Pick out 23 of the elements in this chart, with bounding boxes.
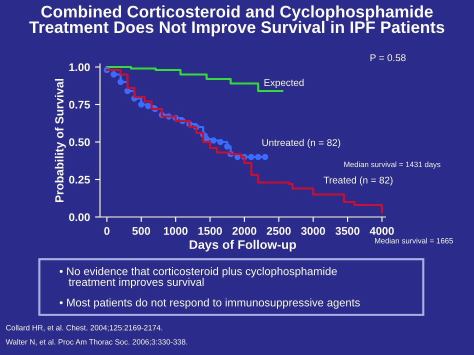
y-tick-label: 1.00 xyxy=(69,63,90,72)
series-label: Expected xyxy=(264,78,304,88)
y-tick-label: 0.25 xyxy=(69,176,90,184)
x-tick-label: 2500 xyxy=(266,227,291,235)
series-label: Untreated (n = 82) xyxy=(262,138,340,148)
y-tick-label: 0.00 xyxy=(69,213,90,222)
x-tick-label: 3000 xyxy=(301,227,326,235)
y-axis-title: Probability of Survival xyxy=(54,79,66,202)
chart-title: Combined Corticosteroid and Cyclophosphamide Treatment Does Not Improve Survival in IPF Patients xyxy=(29,5,444,36)
x-tick-label: 3500 xyxy=(335,227,360,235)
x-tick-label: 2000 xyxy=(232,227,256,235)
x-tick-label: 500 xyxy=(132,227,150,235)
text: P = 0.58 xyxy=(370,54,406,62)
text: • Most patients do not respond to immunosuppressive agents xyxy=(60,298,360,309)
series-label: Treated (n = 82) xyxy=(324,176,393,186)
x-tick-label: 1500 xyxy=(198,227,222,235)
x-tick-label: 4000 xyxy=(370,227,394,235)
x-axis-title: Days of Follow-up xyxy=(190,240,296,252)
x-tick-label: 0 xyxy=(104,227,110,235)
y-tick-label: 0.50 xyxy=(69,138,90,146)
x-tick-label: 1000 xyxy=(164,227,188,235)
y-tick-label: 0.75 xyxy=(69,100,90,109)
text: • No evidence that corticosteroid plus cyclophosphamide treatment improves survival xyxy=(60,267,337,288)
